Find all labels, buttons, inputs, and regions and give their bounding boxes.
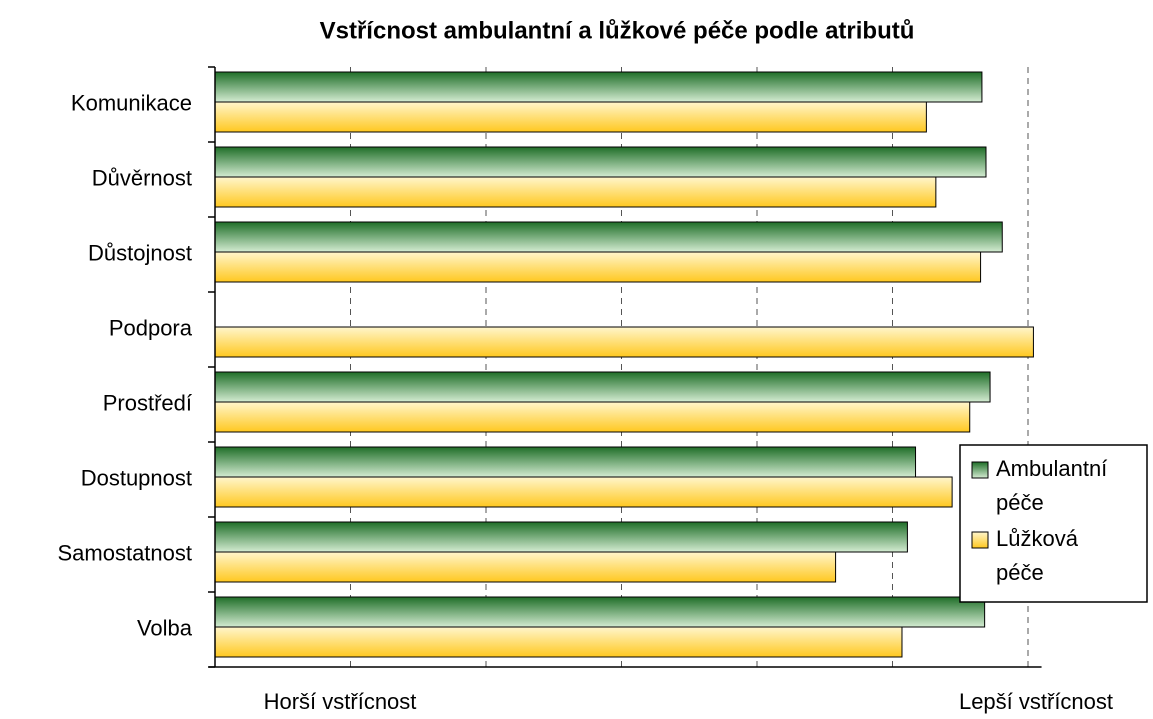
y-tick-label: Důvěrnost (92, 165, 192, 190)
legend-swatch (971, 531, 989, 549)
x-label-left: Horší vstřícnost (264, 689, 417, 714)
bar (214, 596, 986, 628)
y-tick-label: Komunikace (71, 90, 192, 115)
bar (214, 521, 908, 553)
legend: Ambulantní péče Lůžková péče (959, 444, 1148, 603)
legend-box (959, 444, 1148, 603)
bar (214, 371, 991, 403)
bar (214, 626, 903, 658)
y-tick-label: Prostředí (103, 390, 192, 415)
bar (214, 326, 1034, 358)
bar (214, 476, 953, 508)
legend-label: Lůžková péče (996, 526, 1079, 585)
bar (214, 251, 982, 283)
legend-label: Ambulantní péče (996, 456, 1107, 515)
bar (214, 446, 917, 478)
y-tick-label: Důstojnost (88, 240, 192, 265)
bar (214, 71, 983, 103)
x-label-right: Lepší vstřícnost (959, 689, 1113, 714)
y-tick-label: Volba (137, 615, 193, 640)
bar (214, 221, 1003, 253)
y-tick-label: Samostatnost (57, 540, 192, 565)
bar (214, 401, 971, 433)
legend-swatch (971, 461, 989, 479)
bar (214, 101, 927, 133)
bar (214, 146, 987, 178)
chart-title: Vstřícnost ambulantní a lůžkové péče pod… (320, 17, 915, 44)
y-tick-label: Dostupnost (81, 465, 192, 490)
y-tick-label: Podpora (109, 315, 193, 340)
bar (214, 176, 937, 208)
bar (214, 551, 837, 583)
